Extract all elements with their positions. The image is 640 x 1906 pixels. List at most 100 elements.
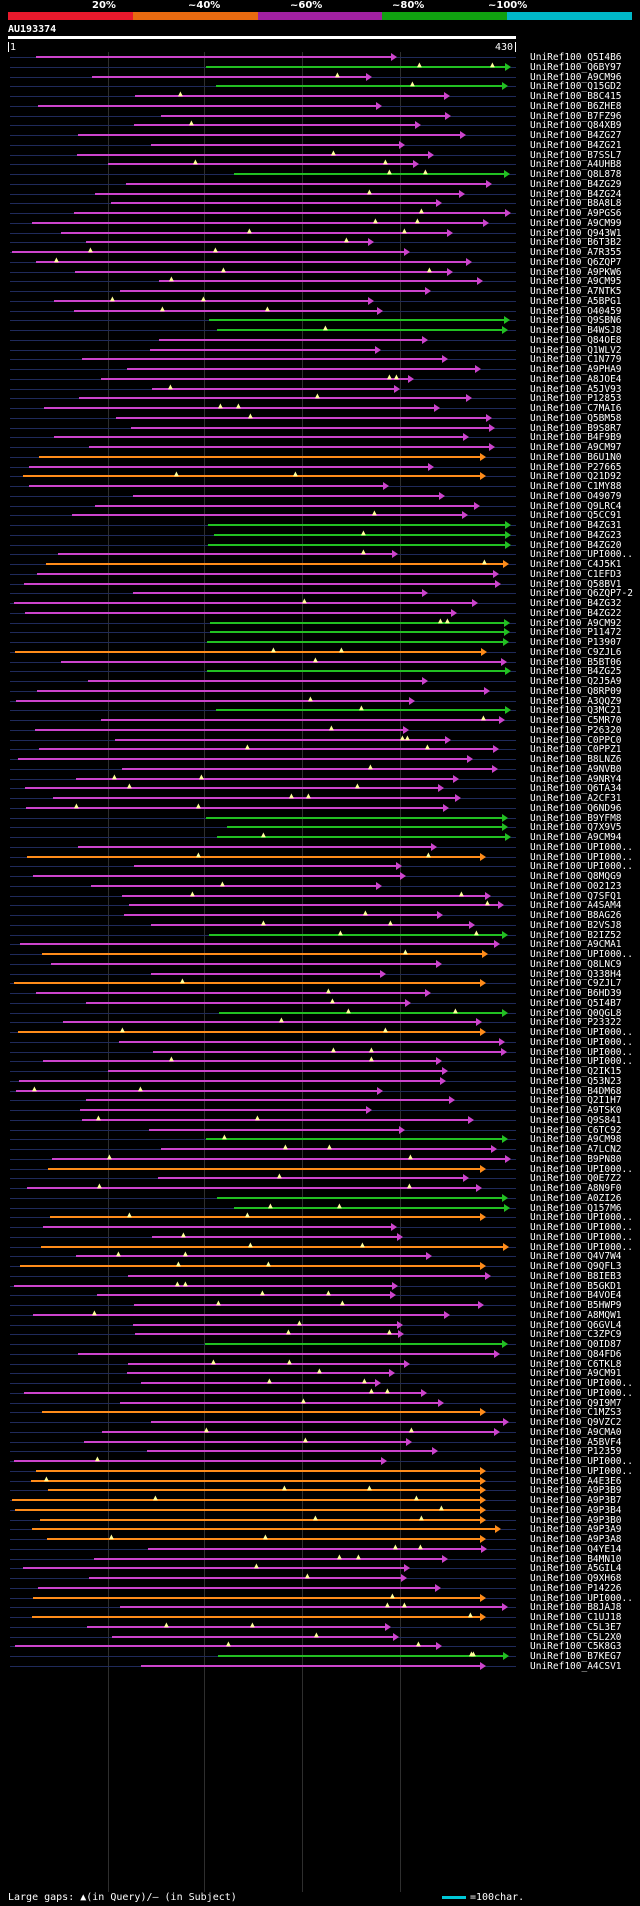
hit-label[interactable]: UniRef100_A0ZI26 [530,1192,622,1204]
hit-row[interactable]: UniRef100_Q53N23 [0,1076,640,1087]
hit-row[interactable]: ▲ ▲ UniRef100_UPI000.. [0,1377,640,1389]
hit-label[interactable]: UniRef100_Q9QFL3 [530,1261,622,1272]
hit-label[interactable]: UniRef100_Q6ND96 [530,802,622,814]
hit-row[interactable]: UniRef100_Q2IK15 [0,1066,640,1077]
hit-row[interactable]: ▲ ▲ UniRef100_UPI000.. [0,850,640,863]
hit-label[interactable]: UniRef100_Q0ID87 [530,1339,622,1350]
hit-row[interactable]: ▲ ▲ UniRef100_A9PKW6 [0,265,640,278]
hit-label[interactable]: UniRef100_A4UHB8 [530,159,622,171]
hit-row[interactable]: UniRef100_A7NTK5 [0,286,640,297]
hit-row[interactable]: ▲ ▲ UniRef100_A2CF31 [0,792,640,804]
hit-row[interactable]: ▲ UniRef100_B8C415 [0,90,640,102]
hit-row[interactable]: UniRef100_Q9SBN6 [0,315,640,326]
hit-row[interactable]: UniRef100_Q9LRC4 [0,501,640,512]
hit-row[interactable]: UniRef100_Q2I1H7 [0,1095,640,1106]
hit-label[interactable]: UniRef100_P12359 [530,1446,622,1458]
hit-row[interactable]: ▲ UniRef100_Q6GVL4 [0,1318,640,1331]
hit-label[interactable]: UniRef100_UPI000.. [530,851,633,863]
hit-label[interactable]: UniRef100_A9NRY4 [530,773,622,785]
hit-row[interactable]: ▲ ▲ UniRef100_UPI000.. [0,1055,640,1067]
hit-row[interactable]: ▲ UniRef100_A9P3B4 [0,1503,640,1516]
hit-row[interactable]: ▲ UniRef100_Q84XB9 [0,119,640,131]
hit-label[interactable]: UniRef100_UPI000.. [530,949,633,960]
hit-row[interactable]: UniRef100_B8LNZ6 [0,754,640,765]
hit-label[interactable]: UniRef100_UPI000.. [530,1046,633,1058]
hit-row[interactable]: ▲ UniRef100_Q3MC21 [0,704,640,717]
hit-row[interactable]: ▲ UniRef100_Q5BM58 [0,411,640,424]
hit-label[interactable]: UniRef100_B8A8L8 [530,198,622,210]
hit-label[interactable]: UniRef100_A9P3A9 [530,1524,622,1536]
hit-row[interactable]: ▲ UniRef100_Q6ZQP7 [0,255,640,268]
hit-label[interactable]: UniRef100_B4F9B9 [530,432,622,444]
hit-label[interactable]: UniRef100_P27665 [530,461,622,473]
hit-label[interactable]: UniRef100_A9CM95 [530,276,622,288]
hit-row[interactable]: UniRef100_O49079 [0,491,640,502]
hit-row[interactable]: ▲ ▲ UniRef100_C0PPC0 [0,733,640,746]
hit-row[interactable]: ▲ UniRef100_A9PGS6 [0,207,640,219]
hit-label[interactable]: UniRef100_B8JAJ8 [530,1602,622,1614]
hit-label[interactable]: UniRef100_Q6GVL4 [530,1319,622,1331]
hit-label[interactable]: UniRef100_C1MZS3 [530,1407,622,1419]
hit-label[interactable]: UniRef100_C1UJ18 [530,1612,622,1623]
hit-label[interactable]: UniRef100_Q0QGL8 [530,1007,622,1019]
hit-row[interactable]: ▲ UniRef100_Q0E7Z2 [0,1172,640,1184]
hit-row[interactable]: ▲ UniRef100_Q15GD2 [0,80,640,92]
hit-label[interactable]: UniRef100_B4ZG31 [530,520,622,531]
hit-row[interactable]: UniRef100_A9CM97 [0,442,640,453]
hit-row[interactable]: UniRef100_P11472 [0,627,640,638]
hit-row[interactable]: UniRef100_B4ZG31 [0,520,640,531]
hit-label[interactable]: UniRef100_Q84OE8 [530,334,622,346]
hit-label[interactable]: UniRef100_B4VOE4 [530,1290,622,1302]
hit-label[interactable]: UniRef100_UPI000.. [530,1592,633,1604]
hit-row[interactable]: ▲ ▲ UniRef100_C5K8G3 [0,1640,640,1652]
hit-label[interactable]: UniRef100_B4ZG29 [530,178,622,190]
hit-label[interactable]: UniRef100_A8MQW1 [530,1309,622,1321]
hit-row[interactable]: UniRef100_UPI000.. [0,861,640,872]
hit-row[interactable]: ▲ UniRef100_A5BVF4 [0,1435,640,1448]
hit-label[interactable]: UniRef100_UPI000.. [530,1231,633,1243]
hit-row[interactable]: ▲ UniRef100_UPI000.. [0,948,640,960]
hit-row[interactable]: ▲ UniRef100_UPI000.. [0,1230,640,1243]
hit-label[interactable]: UniRef100_Q6BY97 [530,61,622,73]
hit-row[interactable]: ▲ UniRef100_C9ZJL7 [0,977,640,989]
hit-label[interactable]: UniRef100_Q53N23 [530,1075,622,1087]
hit-row[interactable]: UniRef100_A0ZI26 [0,1193,640,1204]
hit-label[interactable]: UniRef100_Q3MC21 [530,705,622,717]
hit-row[interactable]: ▲ UniRef100_A9CM96 [0,70,640,83]
hit-label[interactable]: UniRef100_P14226 [530,1582,622,1594]
hit-label[interactable]: UniRef100_UPI000.. [530,1163,633,1175]
hit-row[interactable]: UniRef100_UPI000.. [0,1466,640,1477]
hit-row[interactable]: ▲ UniRef100_B6HD39 [0,987,640,999]
hit-label[interactable]: UniRef100_UPI000.. [530,1036,633,1048]
hit-row[interactable]: ▲ ▲ UniRef100_C6TKL8 [0,1357,640,1370]
hit-row[interactable]: ▲ ▲ UniRef100_Q6ND96 [0,801,640,814]
hit-row[interactable]: ▲ ▲ UniRef100_UPI000.. [0,1026,640,1038]
hit-label[interactable]: UniRef100_Q58BV1 [530,578,622,590]
hit-label[interactable]: UniRef100_UPI000.. [530,1241,633,1253]
hit-row[interactable]: ▲ ▲ UniRef100_A9CMA0 [0,1425,640,1438]
hit-label[interactable]: UniRef100_Q9LRC4 [530,500,622,512]
hit-row[interactable]: UniRef100_B4ZG25 [0,666,640,677]
hit-row[interactable]: ▲ ▲ UniRef100_Q943W1 [0,226,640,239]
hit-label[interactable]: UniRef100_B2IZ52 [530,929,622,941]
hit-row[interactable]: ▲ ▲ UniRef100_C3ZPC9 [0,1328,640,1340]
hit-label[interactable]: UniRef100_A7R355 [530,247,622,258]
hit-label[interactable]: UniRef100_B4ZG23 [530,529,622,541]
hit-row[interactable]: ▲ UniRef100_Q9I9M7 [0,1396,640,1409]
hit-label[interactable]: UniRef100_Q8RP09 [530,685,622,697]
hit-label[interactable]: UniRef100_B9YFM8 [530,812,622,824]
hit-label[interactable]: UniRef100_B4MN10 [530,1553,622,1565]
hit-label[interactable]: UniRef100_B4ZG22 [530,607,622,619]
hit-label[interactable]: UniRef100_B4ZG27 [530,130,622,141]
hit-label[interactable]: UniRef100_C1EFD3 [530,568,622,580]
hit-label[interactable]: UniRef100_UPI000.. [530,1027,633,1038]
hit-label[interactable]: UniRef100_Q4V7W4 [530,1251,622,1263]
hit-label[interactable]: UniRef100_Q84FD6 [530,1348,622,1360]
hit-label[interactable]: UniRef100_B8AG26 [530,910,622,921]
hit-label[interactable]: UniRef100_UPI000.. [530,1222,633,1233]
hit-row[interactable]: ▲ ▲ UniRef100_B4DM68 [0,1084,640,1097]
hit-row[interactable]: ▲ ▲ UniRef100_O40459 [0,304,640,317]
hit-row[interactable]: ▲ UniRef100_P12853 [0,392,640,404]
hit-row[interactable]: UniRef100_UPI000.. [0,1222,640,1233]
hit-label[interactable]: UniRef100_A9CM91 [530,1368,622,1380]
